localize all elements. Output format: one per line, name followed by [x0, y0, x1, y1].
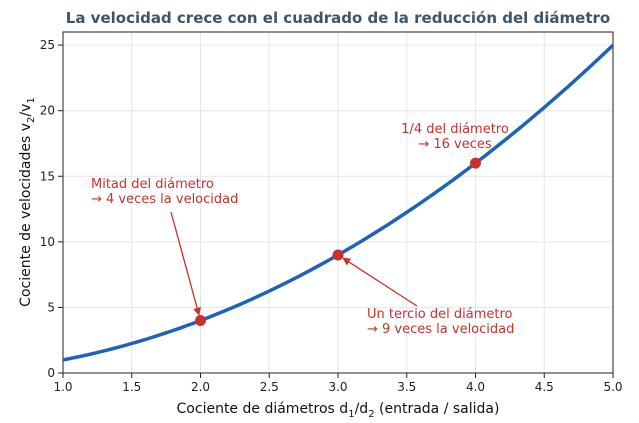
- annotation-2-line-0: 1/4 del diámetro: [401, 122, 509, 137]
- x-tick-label-2: 2.0: [191, 380, 210, 394]
- annotation-0-line-1: → 4 veces la velocidad: [91, 192, 238, 207]
- annotations: Mitad del diámetro → 4 veces la velocidad…: [91, 122, 514, 337]
- x-tick-label-5: 3.5: [397, 380, 416, 394]
- annotation-1: Un tercio del diámetro → 9 veces la veloc…: [367, 307, 514, 337]
- chart-title: La velocidad crece con el cuadrado de la…: [66, 9, 610, 27]
- x-tick-label-0: 1.0: [53, 380, 72, 394]
- annotation-arrow-0: [170, 211, 201, 316]
- x-tick-label-8: 5.0: [603, 380, 622, 394]
- annotation-1-line-0: Un tercio del diámetro: [367, 307, 513, 322]
- annotation-0-line-0: Mitad del diámetro: [91, 177, 214, 192]
- x-axis-label: Cociente de diámetros d1/d2 (entrada / s…: [177, 401, 500, 420]
- x-axis-ticks: 1.0 1.5 2.0 2.5 3.0 3.5 4.0 4.5 5.0: [53, 373, 623, 394]
- data-point-0: [195, 315, 206, 327]
- x-tick-label-4: 3.0: [328, 380, 347, 394]
- y-tick-label-1: 5: [47, 300, 55, 314]
- data-points: [195, 157, 481, 327]
- annotation-arrows: [170, 211, 418, 316]
- y-tick-label-3: 15: [40, 169, 55, 183]
- x-tick-label-7: 4.5: [535, 380, 554, 394]
- x-tick-label-6: 4.0: [466, 380, 485, 394]
- annotation-0: Mitad del diámetro → 4 veces la velocidad: [91, 177, 238, 207]
- x-tick-label-1: 1.5: [122, 380, 141, 394]
- y-axis-label: Cociente de velocidades v2/v1: [18, 97, 37, 307]
- x-tick-label-3: 2.5: [260, 380, 279, 394]
- annotation-2: 1/4 del diámetro → 16 veces: [401, 122, 509, 152]
- annotation-1-line-1: → 9 veces la velocidad: [367, 322, 514, 337]
- y-axis-ticks: 0 5 10 15 20 25: [40, 38, 63, 380]
- data-point-1: [332, 249, 344, 261]
- annotation-arrow-1: [342, 257, 418, 307]
- y-tick-label-0: 0: [47, 366, 55, 380]
- y-tick-label-2: 10: [40, 235, 55, 249]
- y-tick-label-4: 20: [40, 104, 55, 118]
- annotation-2-line-1: → 16 veces: [418, 137, 492, 152]
- y-tick-label-5: 25: [40, 38, 55, 52]
- data-point-2: [470, 157, 481, 169]
